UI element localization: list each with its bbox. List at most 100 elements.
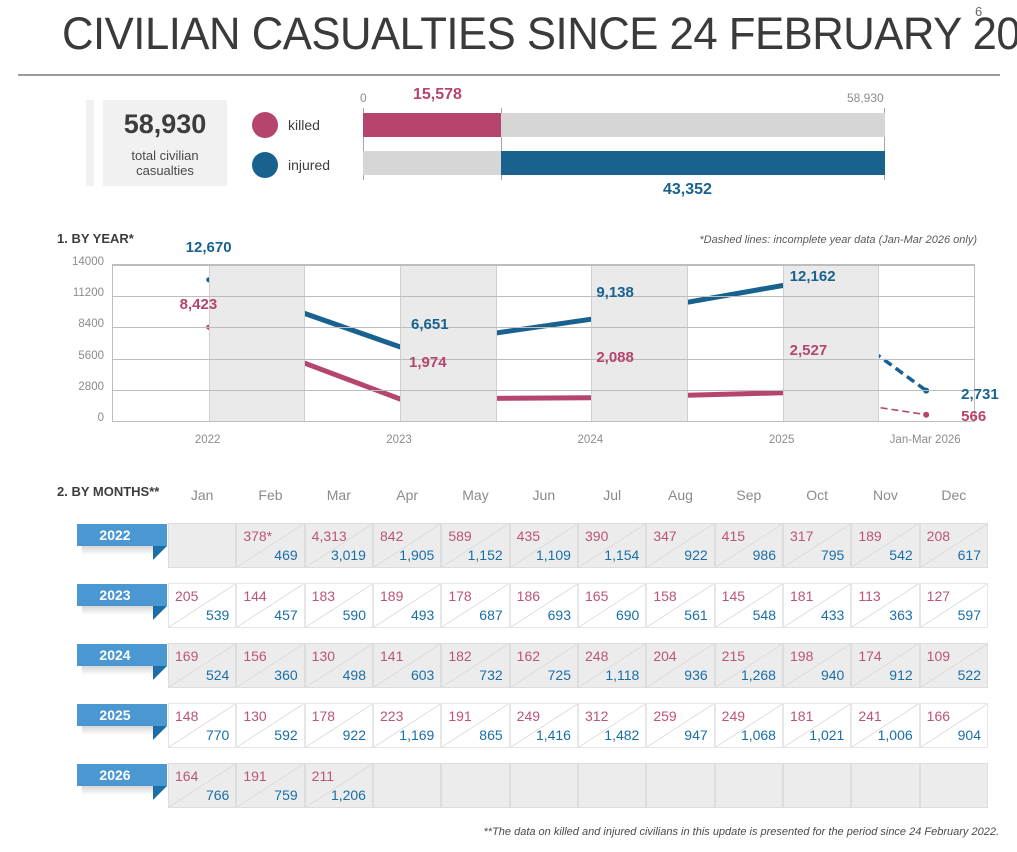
injured-total-value: 43,352: [663, 181, 712, 198]
year-tab-2026[interactable]: 2026: [77, 764, 167, 786]
chart-gridline-vertical: [495, 265, 497, 421]
total-label-line2: casualties: [136, 163, 194, 178]
cell-killed-value: 158: [653, 588, 677, 604]
table-cell: 181 1,021: [783, 703, 852, 748]
chart-x-tick: 2024: [577, 434, 604, 446]
cell-injured-value: 469: [274, 547, 298, 563]
year-tab-fold: [153, 546, 167, 560]
cell-injured-value: 947: [684, 727, 708, 743]
injured-bar-fill: [501, 151, 885, 175]
cell-diagonal-divider: [169, 704, 235, 747]
cell-diagonal-divider: [374, 704, 440, 747]
year-tab-2024[interactable]: 2024: [77, 644, 167, 666]
table-cell: 130 592: [236, 703, 305, 748]
cell-diagonal-divider: [647, 644, 713, 687]
legend-killed-dot: [252, 112, 278, 138]
year-tab-2022[interactable]: 2022: [77, 524, 167, 546]
table-cell: 164 766: [168, 763, 237, 808]
cell-killed-value: 144: [243, 588, 267, 604]
table-cell: [714, 763, 783, 808]
chart-band: [208, 265, 305, 421]
chart-point-killed: [923, 411, 930, 418]
cell-killed-value: 204: [653, 648, 677, 664]
cell-injured-value: 1,021: [809, 727, 845, 743]
year-tab-2025[interactable]: 2025: [77, 704, 167, 726]
cell-killed-value: 169: [175, 648, 199, 664]
cell-diagonal-divider: [716, 644, 782, 687]
cell-injured-value: 1,152: [467, 547, 503, 563]
year-tab-label: 2025: [99, 707, 131, 723]
cell-injured-value: 922: [684, 547, 708, 563]
cell-injured-value: 770: [205, 727, 230, 743]
chart-value-killed-2024: 2,088: [596, 348, 634, 366]
cell-diagonal-divider: [647, 524, 713, 567]
cell-diagonal-divider: [784, 704, 850, 747]
killed-bar-fill: [363, 113, 501, 137]
killed-bar-track: [363, 113, 885, 137]
year-tab-shadow: [82, 546, 154, 555]
total-casualties-value: 58,930: [123, 109, 207, 139]
cell-injured-value: 1,068: [740, 727, 776, 743]
section2-heading: 2. BY MONTHS**: [57, 484, 160, 499]
cell-killed-value: 317: [790, 528, 814, 544]
cell-diagonal-divider: [237, 764, 303, 807]
cell-diagonal-divider: [169, 764, 235, 807]
cell-injured-value: 766: [205, 787, 230, 803]
year-tab-2023[interactable]: 2023: [77, 584, 167, 606]
year-tab-label: 2026: [99, 767, 131, 783]
cell-injured-value: 522: [957, 667, 981, 683]
cell-diagonal-divider: [169, 644, 235, 687]
cell-injured-value: 524: [205, 667, 230, 683]
cell-injured-value: 693: [547, 607, 571, 623]
cell-diagonal-divider: [852, 644, 918, 687]
cell-killed-value: 166: [926, 708, 951, 724]
cell-killed-value: 189: [380, 588, 404, 604]
page-title: CIVILIAN CASUALTIES SINCE 24 FEBRUARY 20…: [62, 8, 1017, 59]
chart-y-tick: 11200: [72, 287, 104, 300]
table-cell: 189 493: [373, 583, 442, 628]
table-cell: [783, 763, 852, 808]
table-cell: 178 687: [441, 583, 510, 628]
table-cell: 156 360: [236, 643, 305, 688]
table-cell: 842 1,905: [373, 523, 442, 568]
cell-killed-value: 390: [585, 528, 609, 544]
table-cell: [441, 763, 510, 808]
cell-diagonal-divider: [237, 584, 303, 627]
cell-injured-value: 725: [547, 667, 571, 683]
table-cell: 109 522: [919, 643, 988, 688]
cell-killed-value: 164: [175, 768, 199, 784]
year-tab-shadow: [82, 726, 154, 735]
cell-injured-value: 498: [342, 667, 366, 683]
cell-killed-value: 259: [653, 708, 677, 724]
month-header-jul: Jul: [603, 487, 622, 503]
cell-injured-value: 592: [274, 727, 298, 743]
table-cell: [578, 763, 647, 808]
table-cell: 415 986: [714, 523, 783, 568]
table-cell: 312 1,482: [578, 703, 647, 748]
cell-killed-value: 178: [448, 588, 472, 604]
table-cell: 248 1,118: [578, 643, 647, 688]
table-cell: 182 732: [441, 643, 510, 688]
section1-heading: 1. BY YEAR*: [57, 231, 134, 246]
table-cell: [168, 523, 237, 568]
month-header-aug: Aug: [668, 487, 693, 503]
cell-diagonal-divider: [237, 524, 303, 567]
cell-killed-value: 109: [926, 648, 951, 664]
cell-diagonal-divider: [511, 704, 577, 747]
cell-killed-value: 174: [858, 648, 882, 664]
chart-value-killed-2022: 8,423: [179, 296, 218, 314]
cell-killed-value: 312: [585, 708, 609, 724]
bar-tick-zero: [363, 108, 364, 180]
cell-killed-value: 378*: [243, 528, 273, 544]
chart-value-injured-Jan-Mar-2026: 2,731: [961, 385, 999, 403]
table-footnote: **The data on killed and injured civilia…: [483, 826, 999, 838]
chart-gridline-horizontal: [113, 359, 974, 360]
killed-total-value: 15,578: [413, 86, 462, 103]
cell-diagonal-divider: [374, 644, 440, 687]
table-cell: 211 1,206: [304, 763, 373, 808]
cell-diagonal-divider: [921, 524, 987, 567]
injured-bar-track: [363, 151, 885, 175]
cell-killed-value: 191: [448, 708, 472, 724]
cell-diagonal-divider: [442, 524, 508, 567]
table-cell: 378* 469: [236, 523, 305, 568]
